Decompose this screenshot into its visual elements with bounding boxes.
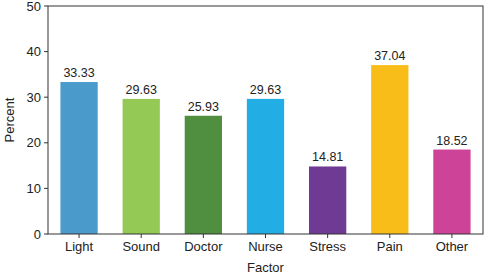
y-tick	[44, 142, 48, 143]
plot-frame	[48, 6, 483, 234]
data-label: 37.04	[374, 49, 405, 63]
bar	[247, 99, 284, 234]
y-tick-label: 40	[27, 44, 41, 59]
bar	[371, 65, 408, 234]
y-tick-label: 0	[34, 227, 41, 242]
x-tick-label: Light	[65, 239, 94, 254]
data-label: 33.33	[63, 66, 94, 80]
x-tick-label: Nurse	[248, 239, 283, 254]
chart: 33.33 29.63 25.93 29.63 14.81 37.04 18.52 0 10 20…	[0, 0, 485, 277]
data-label: 18.52	[436, 134, 467, 148]
x-tick-label: Sound	[122, 239, 160, 254]
y-tick-label: 20	[27, 135, 41, 150]
y-tick	[44, 97, 48, 98]
y-tick-label: 50	[27, 0, 41, 14]
y-tick-label: 30	[27, 90, 41, 105]
x-tick	[265, 234, 266, 238]
bar	[185, 116, 222, 234]
bar	[123, 99, 160, 234]
x-tick	[203, 234, 204, 238]
bar	[433, 150, 470, 234]
bar	[60, 82, 97, 234]
x-tick-label: Stress	[309, 239, 346, 254]
y-tick	[44, 188, 48, 189]
y-tick	[44, 51, 48, 52]
x-tick	[141, 234, 142, 238]
x-axis-title: Factor	[247, 260, 285, 275]
x-tick-label: Pain	[377, 239, 403, 254]
chart-container: 33.33 29.63 25.93 29.63 14.81 37.04 18.52 0 10 20…	[0, 0, 485, 277]
x-tick-label: Doctor	[184, 239, 223, 254]
data-label: 29.63	[250, 83, 281, 97]
data-label: 25.93	[188, 100, 219, 114]
x-tick	[389, 234, 390, 238]
y-tick	[44, 234, 48, 235]
x-tick	[327, 234, 328, 238]
x-tick-label: Other	[436, 239, 469, 254]
y-tick	[44, 6, 48, 7]
data-label: 29.63	[126, 83, 157, 97]
x-tick	[451, 234, 452, 238]
data-label: 14.81	[312, 150, 343, 164]
x-tick	[79, 234, 80, 238]
bars	[60, 65, 470, 234]
y-tick-label: 10	[27, 181, 41, 196]
y-axis-title: Percent	[2, 97, 17, 142]
bar	[309, 166, 346, 234]
